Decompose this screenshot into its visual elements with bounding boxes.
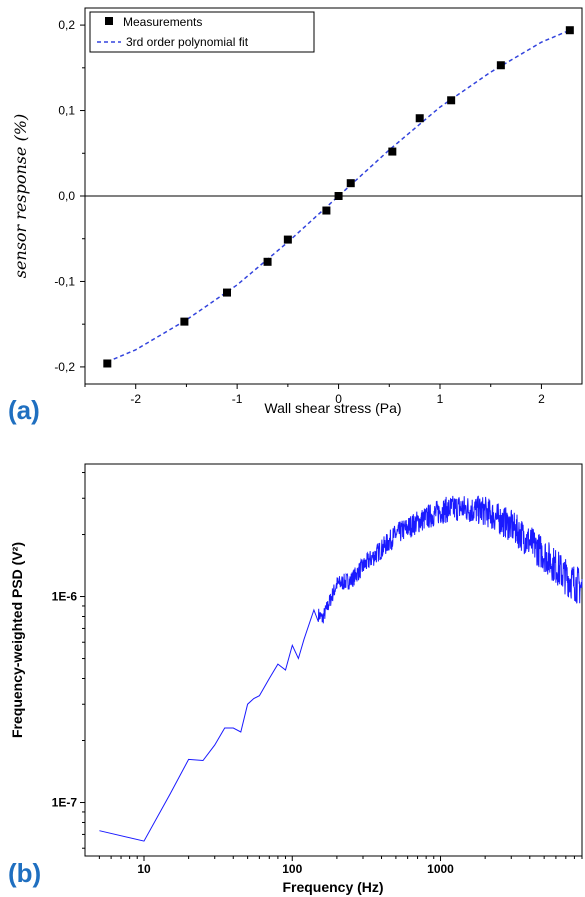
legend-label-fit: 3rd order polynomial fit: [126, 35, 249, 49]
chart-b-panel-label: (b): [8, 858, 41, 888]
x-tick-label: 1000: [427, 862, 454, 876]
measurement-point: [447, 96, 456, 105]
x-tick-label: 100: [282, 862, 302, 876]
chart-b-xlabel: Frequency (Hz): [282, 879, 383, 895]
y-tick-label: 0,1: [58, 104, 75, 118]
y-tick-label: 0,0: [58, 189, 75, 203]
x-tick-label: 0: [335, 392, 342, 406]
y-tick-label: -0,1: [54, 274, 75, 288]
measurement-point: [388, 147, 397, 156]
y-tick-label: -0,2: [54, 360, 75, 374]
measurement-point: [565, 26, 574, 35]
measurement-point: [223, 288, 231, 297]
measurement-point: [180, 317, 189, 326]
chart-a-xlabel: Wall shear stress (Pa): [264, 400, 401, 416]
y-tick-label: 1E-7: [52, 796, 78, 810]
x-tick-label: -1: [232, 392, 243, 406]
measurement-point: [283, 235, 292, 244]
x-tick-label: 1: [437, 392, 444, 406]
x-tick-label: 2: [538, 392, 545, 406]
chart-b: 10 100 1000 1E-7 1E-6 Frequency (Hz) Frequen…: [8, 463, 583, 895]
y-tick-label: 0,2: [58, 18, 75, 32]
chart-a-legend: Measurements 3rd order polynomial fit: [89, 11, 315, 53]
chart-a-ylabel: sensor response (%): [11, 114, 30, 279]
chart-a: -2 -1 0 1 2 -0,2 -0,1 0,0 0,1 0,2 Measurements 3r…: [8, 7, 583, 425]
measurement-point: [346, 179, 355, 188]
measurement-point: [415, 114, 424, 123]
x-tick-label: -2: [130, 392, 141, 406]
chart-b-frame: [84, 463, 583, 857]
fit-line: [107, 29, 571, 363]
chart-a-panel-label: (a): [8, 395, 40, 425]
chart-b-ylabel: Frequency-weighted PSD (V²): [9, 542, 25, 738]
measurement-point: [103, 359, 112, 368]
legend-label-measurements: Measurements: [123, 15, 202, 29]
y-tick-label: 1E-6: [52, 590, 78, 604]
measurement-point: [334, 192, 343, 200]
legend-box: [89, 11, 315, 53]
x-tick-label: 10: [137, 862, 151, 876]
measurement-point: [322, 206, 331, 215]
psd-line: [99, 495, 583, 842]
measurement-point: [496, 61, 505, 70]
legend-marker-measurements: [105, 17, 113, 25]
measurement-point: [263, 257, 272, 266]
